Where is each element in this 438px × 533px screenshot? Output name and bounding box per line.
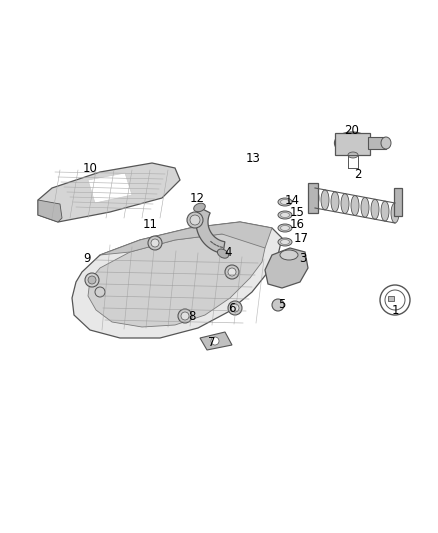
Bar (335, 133, 370, 155)
Ellipse shape (311, 188, 319, 208)
Circle shape (231, 304, 239, 312)
Bar (388, 296, 394, 301)
Bar (394, 188, 402, 216)
Text: 7: 7 (208, 336, 216, 350)
Ellipse shape (381, 137, 391, 149)
Text: 9: 9 (83, 252, 91, 264)
Ellipse shape (335, 132, 370, 154)
Circle shape (228, 301, 242, 315)
Polygon shape (88, 234, 265, 327)
Polygon shape (200, 332, 232, 350)
Ellipse shape (280, 239, 290, 245)
Text: 12: 12 (190, 191, 205, 205)
Text: 4: 4 (224, 246, 232, 259)
Ellipse shape (194, 203, 205, 212)
Text: 1: 1 (391, 303, 399, 317)
Ellipse shape (278, 198, 292, 206)
Circle shape (95, 287, 105, 297)
Text: 5: 5 (278, 298, 286, 311)
Text: 15: 15 (290, 206, 304, 219)
Ellipse shape (391, 203, 399, 223)
Circle shape (151, 239, 159, 247)
Circle shape (88, 276, 96, 284)
Text: 3: 3 (299, 252, 307, 264)
Bar (368, 137, 386, 149)
Polygon shape (196, 207, 225, 254)
Text: 6: 6 (228, 302, 236, 314)
Ellipse shape (371, 199, 379, 219)
Polygon shape (88, 173, 132, 203)
Circle shape (148, 236, 162, 250)
Circle shape (225, 265, 239, 279)
Ellipse shape (280, 213, 290, 217)
Ellipse shape (381, 201, 389, 221)
Ellipse shape (280, 199, 290, 205)
Ellipse shape (280, 225, 290, 230)
Bar (308, 183, 318, 213)
Circle shape (272, 299, 284, 311)
Ellipse shape (280, 250, 298, 260)
Text: 2: 2 (354, 168, 362, 182)
Circle shape (190, 215, 200, 225)
Circle shape (211, 337, 219, 345)
Circle shape (85, 273, 99, 287)
Ellipse shape (351, 196, 359, 215)
Text: 16: 16 (290, 219, 304, 231)
Ellipse shape (348, 152, 358, 158)
Circle shape (187, 212, 203, 228)
Polygon shape (38, 163, 180, 222)
Polygon shape (265, 248, 308, 288)
Text: 11: 11 (142, 219, 158, 231)
Text: 10: 10 (82, 161, 97, 174)
Polygon shape (100, 222, 272, 255)
Circle shape (181, 312, 189, 320)
Circle shape (228, 268, 236, 276)
Ellipse shape (278, 224, 292, 232)
Ellipse shape (361, 197, 369, 217)
Ellipse shape (278, 211, 292, 219)
Ellipse shape (341, 193, 349, 214)
Ellipse shape (321, 190, 329, 210)
Circle shape (178, 309, 192, 323)
Polygon shape (38, 200, 62, 222)
Ellipse shape (331, 192, 339, 212)
Ellipse shape (278, 238, 292, 246)
Text: 14: 14 (285, 193, 300, 206)
Polygon shape (72, 222, 282, 338)
Text: 20: 20 (345, 124, 360, 136)
Ellipse shape (217, 249, 229, 258)
Text: 13: 13 (246, 151, 261, 165)
Text: 17: 17 (293, 231, 308, 245)
Text: 8: 8 (188, 310, 196, 322)
